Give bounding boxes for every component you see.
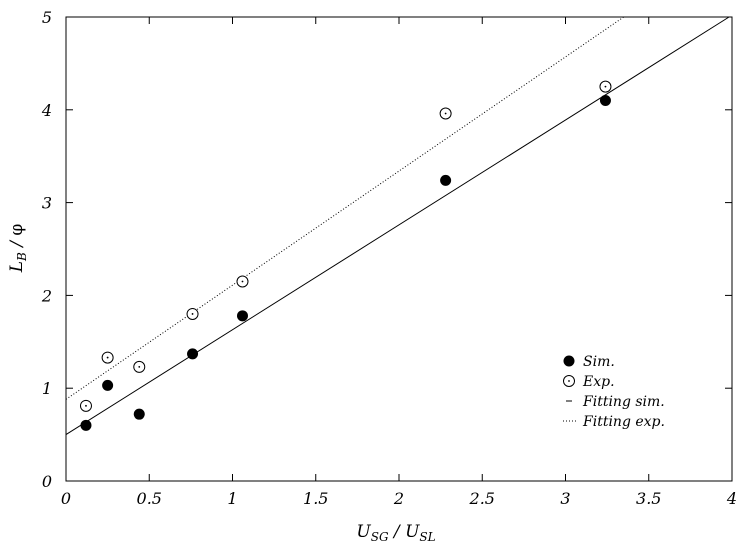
fit-line-exp [65, 16, 624, 400]
y-tick-label: 0 [42, 472, 52, 491]
sim-point [80, 419, 92, 431]
x-tick-label: 2.5 [469, 489, 495, 508]
x-tick-label: 0.5 [137, 489, 162, 508]
x-tick-label: 0 [61, 489, 71, 508]
legend-fit-exp-label: Fitting exp. [582, 414, 665, 430]
y-tick-label: 5 [42, 8, 52, 27]
x-tick-label: 3.5 [636, 489, 661, 508]
x-tick-label: 1 [227, 489, 237, 508]
legend-sim-label: Sim. [583, 354, 615, 370]
exp-point-dot [191, 313, 194, 315]
exp-point-dot [138, 365, 141, 368]
x-tick-label: 1.5 [303, 489, 328, 508]
sim-point [236, 310, 248, 322]
x-tick-label: 3 [560, 489, 570, 508]
legend-sim-marker [563, 355, 575, 367]
exp-point-dot [604, 85, 607, 88]
legend: Sim. Exp. Fitting sim. Fitting exp. [563, 354, 665, 430]
x-tick-label: 4 [726, 489, 737, 508]
y-axis-title: LB / φ [7, 224, 29, 274]
legend-fit-sim-label: Fitting sim. [582, 394, 665, 410]
exp-point-dot [241, 280, 244, 283]
plot-frame [65, 16, 733, 482]
y-tick-label: 2 [41, 286, 52, 305]
x-tick-label: 2 [393, 489, 404, 508]
fit-line-sim [65, 16, 730, 436]
x-axis-title: USG / USL [356, 522, 435, 544]
sim-point [440, 174, 452, 186]
legend-exp-marker-dot [568, 380, 570, 382]
exp-point-dot [444, 112, 447, 115]
legend-exp-label: Exp. [582, 374, 615, 390]
axis-ticks [65, 16, 733, 482]
exp-point-dot [106, 356, 109, 359]
sim-point [187, 348, 199, 360]
tick-labels: 0 0.5 1 1.5 2 2.5 3 3.5 4 0 1 2 3 4 5 [41, 8, 737, 508]
data-points [79, 80, 612, 431]
exp-point-dot [85, 404, 87, 407]
sim-point [133, 408, 145, 420]
y-tick-label: 4 [41, 101, 52, 120]
y-tick-label: 3 [42, 194, 52, 213]
fit-lines [65, 16, 730, 436]
sim-point [102, 379, 114, 391]
sim-point [599, 95, 611, 107]
y-tick-label: 1 [42, 379, 52, 398]
